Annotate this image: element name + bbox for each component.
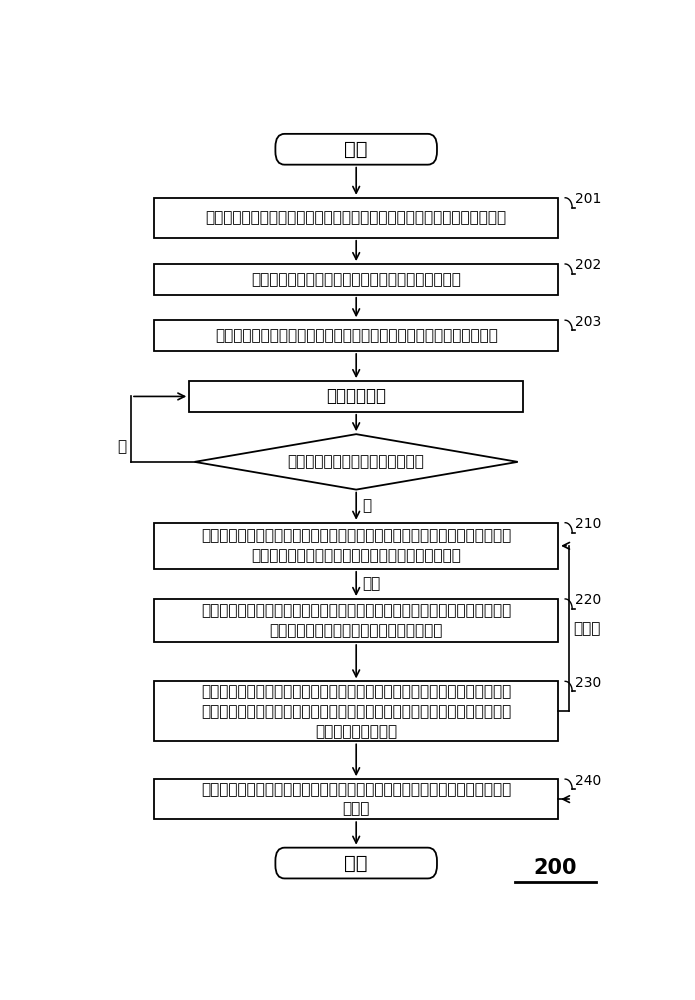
FancyBboxPatch shape (275, 848, 437, 878)
Text: 203: 203 (575, 315, 602, 329)
Text: 响应于应用程序运行至当前软件断点，将当前软件断点对应的当前内存访问指
令的访问地址与源图像数据的初始内存地址进行比对: 响应于应用程序运行至当前软件断点，将当前软件断点对应的当前内存访问指 令的访问地… (201, 528, 512, 563)
Text: 运行应用程序: 运行应用程序 (326, 387, 386, 405)
Bar (154, 779, 558, 819)
Text: 230: 230 (575, 676, 602, 690)
Text: 应用程序是否运行至触发软件断点: 应用程序是否运行至触发软件断点 (288, 454, 425, 469)
Bar (189, 381, 523, 412)
Bar (154, 523, 558, 569)
Text: 记录当前内存访问指令位置，并记录当前内存访问指令根据初始内存地址从内
存中读取预定长度的初始待处理数据的位置: 记录当前内存访问指令位置，并记录当前内存访问指令根据初始内存地址从内 存中读取预… (201, 603, 512, 638)
Text: 结束: 结束 (345, 854, 368, 873)
Text: 对反汇编文件进行分析，以筛选出多条内存访问指令: 对反汇编文件进行分析，以筛选出多条内存访问指令 (252, 272, 461, 287)
Text: 是: 是 (363, 499, 372, 514)
Text: 开始: 开始 (345, 140, 368, 159)
Text: 200: 200 (534, 858, 578, 878)
FancyBboxPatch shape (275, 134, 437, 165)
Bar (154, 198, 558, 238)
Text: 201: 201 (575, 192, 602, 206)
Text: 匹配: 匹配 (363, 576, 381, 591)
Bar (154, 264, 558, 295)
Bar (154, 681, 558, 741)
Text: 生成最终处理结果数据，并得到将初始待处理数据处理为最终处理结果数据的
数据流: 生成最终处理结果数据，并得到将初始待处理数据处理为最终处理结果数据的 数据流 (201, 782, 512, 817)
Bar (154, 320, 558, 351)
Text: 202: 202 (575, 258, 602, 272)
Polygon shape (195, 434, 518, 490)
Text: 否: 否 (117, 439, 126, 454)
Bar (154, 599, 558, 642)
Text: 240: 240 (575, 774, 602, 788)
Text: 获取待调试的功能库文件，对功能库文件进行反汇编处理，生成反汇编文件: 获取待调试的功能库文件，对功能库文件进行反汇编处理，生成反汇编文件 (206, 210, 507, 225)
Text: 220: 220 (575, 593, 602, 607)
Text: 响应于应用程序加载功能库文件，在每条内存访问指令处添加软件断点: 响应于应用程序加载功能库文件，在每条内存访问指令处添加软件断点 (215, 328, 498, 343)
Text: 根据当前内存访问指令对初始待处理数据进行处理，将处理结果数据写入内存
作为新的待处理数据，并记录处理结果数据写入的内存地址，作为所述源图像
数据的新的内存地址: 根据当前内存访问指令对初始待处理数据进行处理，将处理结果数据写入内存 作为新的待… (201, 684, 512, 739)
Text: 不匹配: 不匹配 (573, 621, 600, 636)
Text: 210: 210 (575, 517, 602, 531)
